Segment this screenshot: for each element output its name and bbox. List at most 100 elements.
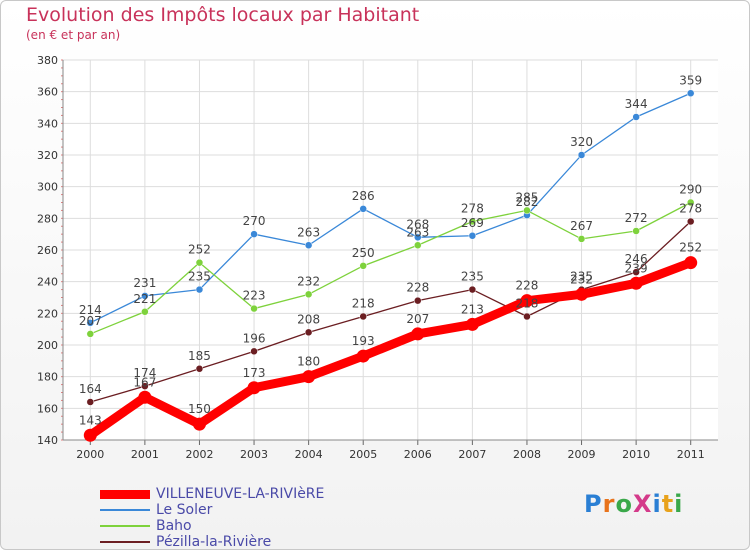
data-label-baho: 207 — [79, 314, 102, 328]
data-label-baho: 221 — [133, 292, 156, 306]
data-label-baho: 272 — [625, 211, 648, 225]
data-point-baho — [686, 198, 695, 207]
data-label-villeneuve-la-rivie-re: 167 — [133, 375, 156, 389]
series-line-villeneuve-la-rivie-re — [85, 258, 696, 440]
data-label-pe-zilla-la-rivie-re: 278 — [679, 202, 702, 216]
y-tick-label: 380 — [37, 54, 58, 67]
data-label-villeneuve-la-rivie-re: 207 — [406, 312, 429, 326]
data-point-pe-zilla-la-rivie-re — [195, 365, 204, 373]
data-label-baho: 250 — [352, 246, 375, 260]
series-line-baho — [89, 201, 692, 335]
legend-label: Baho — [156, 518, 192, 534]
y-tick-label: 240 — [37, 276, 58, 289]
data-label-pe-zilla-la-rivie-re: 196 — [243, 331, 266, 345]
data-point-baho — [141, 308, 149, 316]
x-tick-label: 2007 — [458, 448, 486, 461]
data-label-villeneuve-la-rivie-re: 239 — [625, 261, 648, 275]
legend-label: Pézilla-la-Rivière — [156, 534, 272, 550]
data-point-le-soler — [414, 233, 422, 242]
data-point-le-soler — [195, 285, 204, 294]
legend-label: Le Soler — [156, 502, 213, 518]
data-label-baho: 290 — [679, 183, 702, 197]
data-label-le-soler: 214 — [79, 303, 102, 317]
data-point-pe-zilla-la-rivie-re — [523, 312, 531, 321]
data-point-baho — [523, 206, 531, 215]
data-point-pe-zilla-la-rivie-re — [468, 285, 477, 294]
y-tick-label: 160 — [37, 402, 58, 415]
x-tick-label: 2001 — [131, 448, 159, 461]
data-point-villeneuve-la-rivie-re — [83, 428, 97, 442]
legend-swatch — [100, 509, 150, 511]
data-label-villeneuve-la-rivie-re: 193 — [352, 334, 375, 348]
legend-item-villeneuve-la-rivie-re: VILLENEUVE-LA-RIVIèRE — [100, 486, 324, 502]
data-label-pe-zilla-la-rivie-re: 174 — [133, 366, 156, 380]
x-tick-label: 2008 — [513, 448, 541, 461]
x-tick-label: 2005 — [349, 448, 377, 461]
data-label-pe-zilla-la-rivie-re: 208 — [297, 312, 320, 326]
data-point-pe-zilla-la-rivie-re — [304, 328, 313, 337]
legend-item-pe-zilla-la-rivie-re: Pézilla-la-Rivière — [100, 534, 324, 550]
x-tick-label: 2003 — [240, 448, 268, 461]
data-point-baho — [632, 227, 640, 235]
data-point-pe-zilla-la-rivie-re — [414, 296, 422, 305]
legend-swatch — [100, 489, 150, 499]
data-label-villeneuve-la-rivie-re: 150 — [188, 402, 211, 416]
data-label-pe-zilla-la-rivie-re: 246 — [625, 252, 648, 266]
data-label-le-soler: 344 — [625, 97, 648, 111]
data-label-baho: 252 — [188, 243, 211, 257]
data-label-pe-zilla-la-rivie-re: 218 — [516, 297, 539, 311]
y-tick-label: 200 — [37, 339, 58, 352]
x-tick-label: 2002 — [185, 448, 213, 461]
data-point-baho — [577, 235, 586, 243]
data-point-pe-zilla-la-rivie-re — [359, 312, 367, 321]
x-tick-label: 2009 — [568, 448, 596, 461]
data-label-baho: 267 — [570, 219, 593, 233]
data-point-villeneuve-la-rivie-re — [684, 256, 698, 270]
data-point-baho — [195, 258, 204, 267]
legend-item-baho: Baho — [100, 518, 324, 534]
y-tick-label: 280 — [37, 212, 58, 225]
data-label-le-soler: 320 — [570, 135, 593, 149]
data-point-le-soler — [577, 151, 586, 159]
x-tick-label: 2006 — [404, 448, 432, 461]
data-label-pe-zilla-la-rivie-re: 164 — [79, 382, 102, 396]
legend-item-le-soler: Le Soler — [100, 502, 324, 518]
data-point-le-soler — [86, 319, 95, 327]
x-tick-label: 2011 — [677, 448, 705, 461]
data-point-pe-zilla-la-rivie-re — [632, 268, 640, 276]
data-label-le-soler: 235 — [188, 270, 211, 284]
data-label-le-soler: 359 — [679, 73, 702, 87]
data-label-pe-zilla-la-rivie-re: 235 — [570, 270, 593, 284]
data-point-villeneuve-la-rivie-re — [138, 390, 152, 404]
data-point-villeneuve-la-rivie-re — [520, 294, 534, 308]
data-label-baho: 285 — [516, 190, 539, 204]
x-tick-label: 2010 — [622, 448, 650, 461]
legend-swatch — [100, 541, 150, 543]
data-label-baho: 223 — [243, 289, 266, 303]
data-point-le-soler — [359, 205, 367, 213]
data-point-villeneuve-la-rivie-re — [465, 317, 479, 331]
series-line-pe-zilla-la-rivie-re — [89, 220, 692, 403]
data-point-baho — [304, 290, 313, 299]
chart-title: Evolution des Impôts locaux par Habitant — [26, 4, 420, 26]
data-point-le-soler — [632, 113, 640, 121]
data-point-baho — [250, 304, 258, 313]
data-point-pe-zilla-la-rivie-re — [141, 382, 149, 390]
data-point-baho — [359, 262, 367, 270]
data-label-villeneuve-la-rivie-re: 252 — [679, 241, 702, 255]
y-tick-label: 360 — [37, 86, 58, 99]
chart-legend: VILLENEUVE-LA-RIVIèRE Le Soler Baho Pézilla… — [100, 486, 324, 550]
data-label-baho: 232 — [297, 274, 320, 288]
data-point-villeneuve-la-rivie-re — [411, 327, 425, 341]
data-label-villeneuve-la-rivie-re: 213 — [461, 302, 484, 316]
data-point-villeneuve-la-rivie-re — [575, 287, 589, 301]
y-tick-label: 340 — [37, 117, 58, 130]
data-point-villeneuve-la-rivie-re — [192, 417, 206, 431]
data-label-villeneuve-la-rivie-re: 228 — [516, 279, 539, 293]
y-tick-label: 220 — [37, 307, 58, 320]
y-tick-label: 320 — [37, 149, 58, 162]
y-tick-label: 180 — [37, 371, 58, 384]
data-label-le-soler: 268 — [406, 217, 429, 231]
data-label-baho: 278 — [461, 202, 484, 216]
data-label-villeneuve-la-rivie-re: 180 — [297, 355, 320, 369]
